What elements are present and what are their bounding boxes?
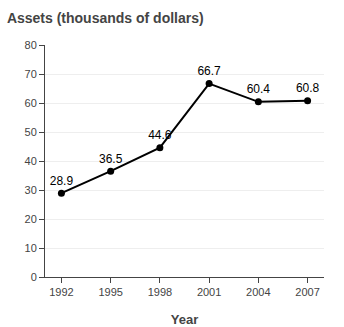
svg-text:40: 40 [25,155,37,167]
svg-text:66.7: 66.7 [197,64,221,78]
svg-text:10: 10 [25,242,37,254]
svg-text:2004: 2004 [246,286,270,298]
svg-text:1992: 1992 [49,286,73,298]
svg-text:50: 50 [25,126,37,138]
svg-text:44.6: 44.6 [148,128,172,142]
svg-text:60: 60 [25,97,37,109]
svg-text:0: 0 [31,271,37,283]
svg-text:30: 30 [25,184,37,196]
svg-text:20: 20 [25,213,37,225]
svg-text:60.4: 60.4 [247,82,271,96]
svg-text:Assets (thousands of dollars): Assets (thousands of dollars) [7,10,204,26]
svg-text:1995: 1995 [98,286,122,298]
svg-text:60.8: 60.8 [296,81,320,95]
svg-text:80: 80 [25,39,37,51]
svg-text:70: 70 [25,68,37,80]
svg-text:36.5: 36.5 [99,152,123,166]
svg-text:2001: 2001 [197,286,221,298]
svg-text:28.9: 28.9 [50,174,74,188]
svg-text:Year: Year [171,312,198,327]
svg-text:2007: 2007 [295,286,319,298]
svg-text:1998: 1998 [148,286,172,298]
